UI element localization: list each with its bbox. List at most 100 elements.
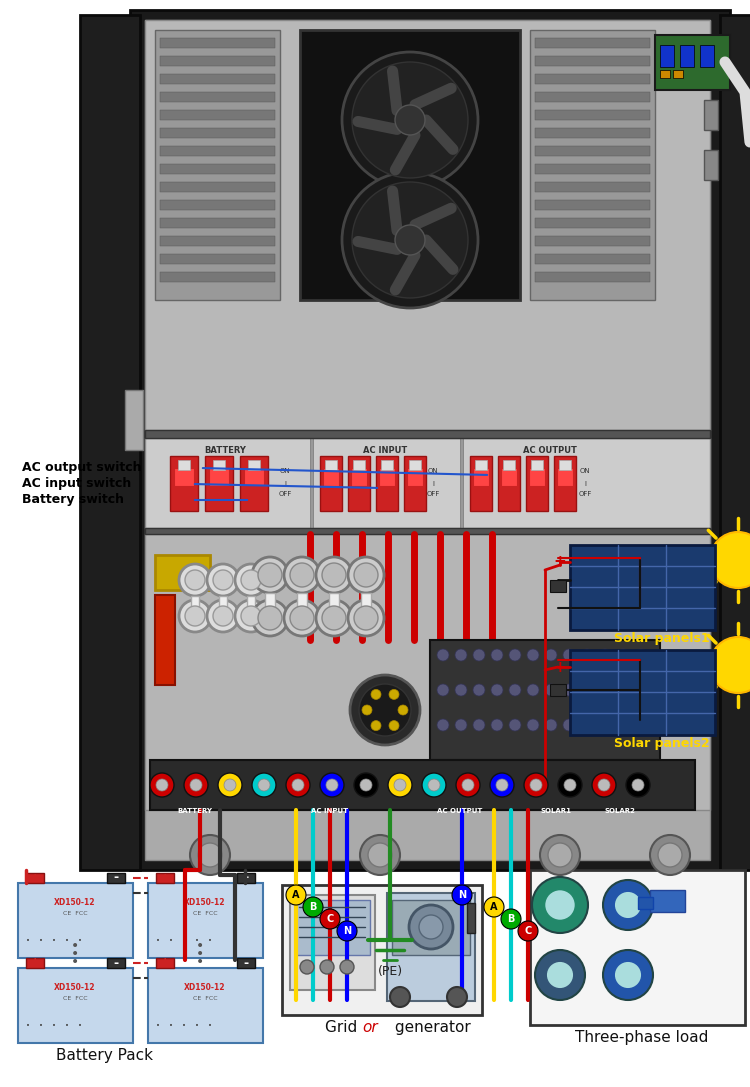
Bar [240, 457, 268, 511]
Bar [160, 182, 275, 192]
Bar [467, 903, 475, 933]
Text: •: • [182, 938, 186, 944]
Bar [148, 883, 263, 958]
Circle shape [354, 605, 378, 630]
Bar [107, 873, 125, 883]
Text: +: + [554, 660, 566, 675]
Circle shape [185, 605, 205, 626]
Circle shape [599, 649, 611, 661]
Bar [361, 594, 371, 619]
Circle shape [626, 773, 650, 797]
Bar [248, 460, 260, 470]
Circle shape [300, 960, 314, 974]
Circle shape [564, 779, 576, 791]
Circle shape [394, 779, 406, 791]
Bar [570, 650, 715, 735]
Bar [535, 38, 650, 48]
Bar [145, 534, 710, 810]
Text: AC INPUT: AC INPUT [311, 808, 349, 814]
Circle shape [491, 684, 503, 696]
Bar [535, 218, 650, 228]
Bar [155, 595, 175, 685]
Circle shape [150, 773, 174, 797]
Text: C: C [524, 926, 532, 936]
Text: Solar panels1: Solar panels1 [614, 632, 710, 645]
Bar [156, 873, 174, 883]
Circle shape [599, 719, 611, 730]
Circle shape [252, 773, 276, 797]
Circle shape [509, 719, 521, 730]
Circle shape [179, 600, 211, 632]
Text: •: • [196, 947, 204, 961]
Circle shape [527, 719, 539, 730]
Bar [381, 460, 393, 470]
Circle shape [710, 637, 750, 694]
Text: +: + [30, 957, 40, 970]
Circle shape [213, 570, 233, 590]
Bar [351, 468, 367, 486]
Bar [160, 200, 275, 210]
Text: •: • [195, 1023, 199, 1029]
Bar [348, 457, 370, 511]
Circle shape [156, 779, 168, 791]
Text: •: • [26, 1023, 30, 1029]
Circle shape [545, 719, 557, 730]
Circle shape [235, 564, 267, 596]
Circle shape [360, 779, 372, 791]
Bar [529, 468, 545, 486]
Bar [125, 390, 143, 450]
Bar [650, 890, 685, 912]
Bar [174, 468, 194, 486]
Bar [329, 594, 339, 619]
Text: •: • [52, 938, 56, 944]
Circle shape [316, 600, 352, 636]
Circle shape [501, 909, 521, 929]
Circle shape [527, 684, 539, 696]
Circle shape [544, 889, 575, 921]
Circle shape [235, 600, 267, 632]
Circle shape [535, 950, 585, 1000]
Circle shape [530, 779, 542, 791]
Text: OFF: OFF [578, 491, 592, 497]
Bar [160, 57, 275, 66]
Circle shape [348, 557, 384, 594]
Bar [535, 92, 650, 102]
Circle shape [359, 684, 411, 736]
Bar [655, 35, 730, 90]
Bar [700, 45, 714, 67]
Circle shape [326, 779, 338, 791]
Circle shape [252, 557, 288, 594]
Bar [145, 20, 710, 860]
Circle shape [437, 684, 449, 696]
Bar [160, 128, 275, 138]
Text: •: • [26, 938, 30, 944]
Circle shape [546, 961, 574, 989]
Text: CE  FCC: CE FCC [193, 996, 217, 1001]
Bar [160, 272, 275, 282]
Bar [376, 457, 398, 511]
Circle shape [617, 719, 629, 730]
Bar [535, 182, 650, 192]
Text: BATTERY: BATTERY [204, 446, 246, 455]
Circle shape [290, 563, 314, 587]
Bar [530, 30, 655, 300]
Circle shape [322, 563, 346, 587]
Bar [290, 895, 375, 990]
Circle shape [563, 649, 575, 661]
Circle shape [322, 605, 346, 630]
Circle shape [437, 719, 449, 730]
Circle shape [617, 684, 629, 696]
Circle shape [422, 773, 446, 797]
Bar [170, 457, 198, 511]
Circle shape [342, 52, 478, 188]
Circle shape [241, 605, 261, 626]
Bar [209, 468, 229, 486]
Circle shape [635, 684, 647, 696]
Circle shape [532, 877, 588, 933]
Circle shape [388, 773, 412, 797]
Circle shape [635, 719, 647, 730]
Bar [557, 468, 573, 486]
Bar [530, 870, 745, 1025]
Circle shape [340, 960, 354, 974]
Bar [160, 254, 275, 264]
